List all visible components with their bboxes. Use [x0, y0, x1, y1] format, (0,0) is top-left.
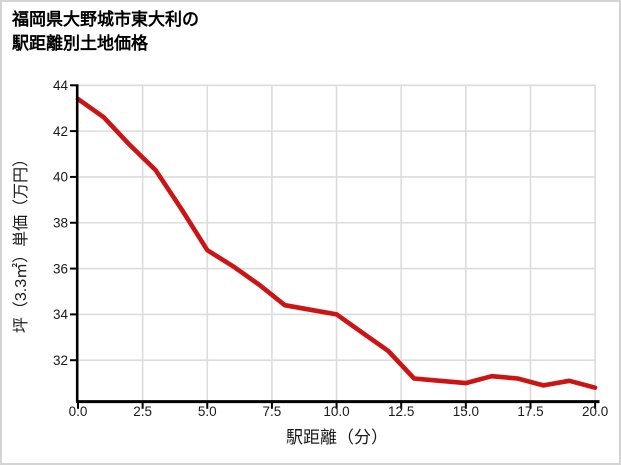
x-tick-label: 0.0	[69, 404, 88, 419]
chart-title-line1: 福岡県大野城市東大利の	[12, 10, 199, 29]
y-tick-label: 32	[53, 353, 68, 368]
y-tick-label: 34	[53, 307, 69, 322]
y-tick-label: 40	[53, 170, 68, 185]
x-tick-label: 7.5	[263, 404, 282, 419]
y-tick-label: 36	[53, 261, 68, 276]
x-tick-label: 10.0	[323, 404, 349, 419]
y-tick-label: 44	[53, 78, 69, 93]
x-tick-label: 12.5	[388, 404, 414, 419]
x-tick-label: 20.0	[582, 404, 608, 419]
x-tick-label: 15.0	[453, 404, 479, 419]
chart-title-line2: 駅距離別土地価格	[12, 34, 148, 53]
x-tick-label: 2.5	[133, 404, 152, 419]
x-axis-label: 駅距離（分）	[286, 428, 388, 447]
chart-title: 福岡県大野城市東大利の 駅距離別土地価格	[12, 8, 199, 56]
y-tick-label: 42	[53, 124, 68, 139]
y-tick-label: 38	[53, 216, 68, 231]
x-tick-label: 17.5	[517, 404, 543, 419]
x-tick-label: 5.0	[198, 404, 217, 419]
price-line	[75, 96, 598, 391]
